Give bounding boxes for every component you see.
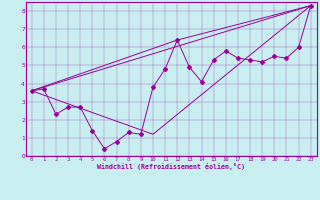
X-axis label: Windchill (Refroidissement éolien,°C): Windchill (Refroidissement éolien,°C) [97, 163, 245, 170]
